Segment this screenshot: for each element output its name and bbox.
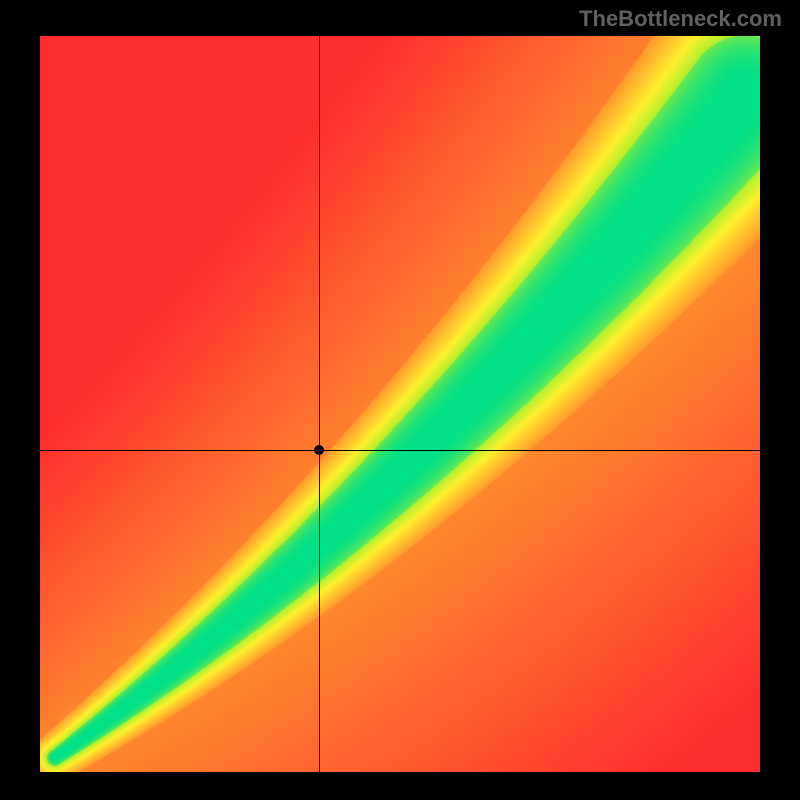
crosshair-horizontal (40, 450, 760, 451)
data-point (314, 445, 324, 455)
heatmap-canvas (40, 36, 760, 772)
watermark-text: TheBottleneck.com (579, 6, 782, 32)
chart-container: TheBottleneck.com (0, 0, 800, 800)
crosshair-vertical (319, 36, 320, 772)
plot-area (40, 36, 760, 772)
